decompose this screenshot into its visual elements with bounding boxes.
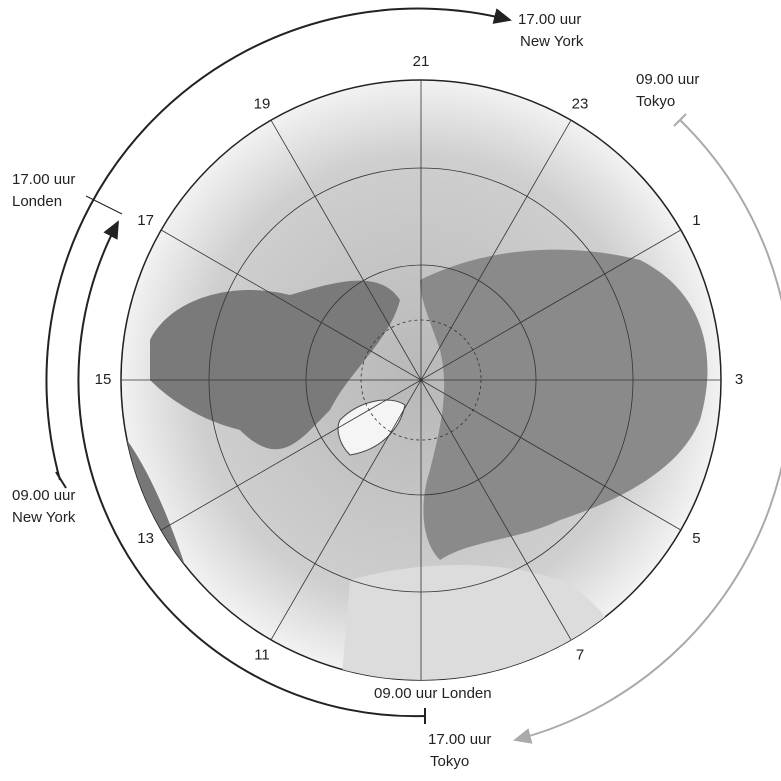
graticule	[121, 80, 721, 680]
hour-label: 15	[95, 371, 112, 388]
annotation: 09.00 uur	[12, 487, 75, 504]
arc-new-york	[45, 7, 512, 481]
annotation: Tokyo	[636, 93, 675, 110]
tick	[55, 471, 67, 489]
annotation: 09.00 uur Londen	[374, 685, 492, 702]
hour-label: 5	[692, 530, 700, 547]
hour-label: 23	[572, 96, 589, 113]
annotation: 17.00 uur	[518, 11, 581, 28]
hour-label: 19	[254, 96, 271, 113]
landmass-eurasia	[420, 249, 708, 560]
landmass-america	[150, 280, 400, 450]
hour-label: 11	[254, 646, 270, 663]
annotation: 17.00 uur	[12, 171, 75, 188]
annotation: Tokyo	[430, 753, 469, 770]
meridian	[160, 229, 682, 531]
hour-label: 3	[735, 371, 743, 388]
time-arcs	[45, 7, 781, 744]
hour-label: 13	[137, 530, 154, 547]
tick	[673, 113, 687, 127]
annotation: 17.00 uur	[428, 731, 491, 748]
arc-londen	[77, 220, 426, 718]
annotation: Londen	[12, 193, 62, 210]
annotation: New York	[520, 33, 584, 50]
arc-tokyo	[513, 119, 781, 744]
hour-label: 1	[692, 212, 700, 229]
hour-label: 21	[413, 53, 430, 70]
hour-label: 17	[137, 212, 154, 229]
globe	[120, 79, 722, 681]
leader	[85, 195, 123, 215]
landmasses	[121, 249, 708, 680]
annotation: New York	[12, 509, 76, 526]
annotation: 09.00 uur	[636, 71, 699, 88]
hour-label: 7	[576, 646, 584, 663]
